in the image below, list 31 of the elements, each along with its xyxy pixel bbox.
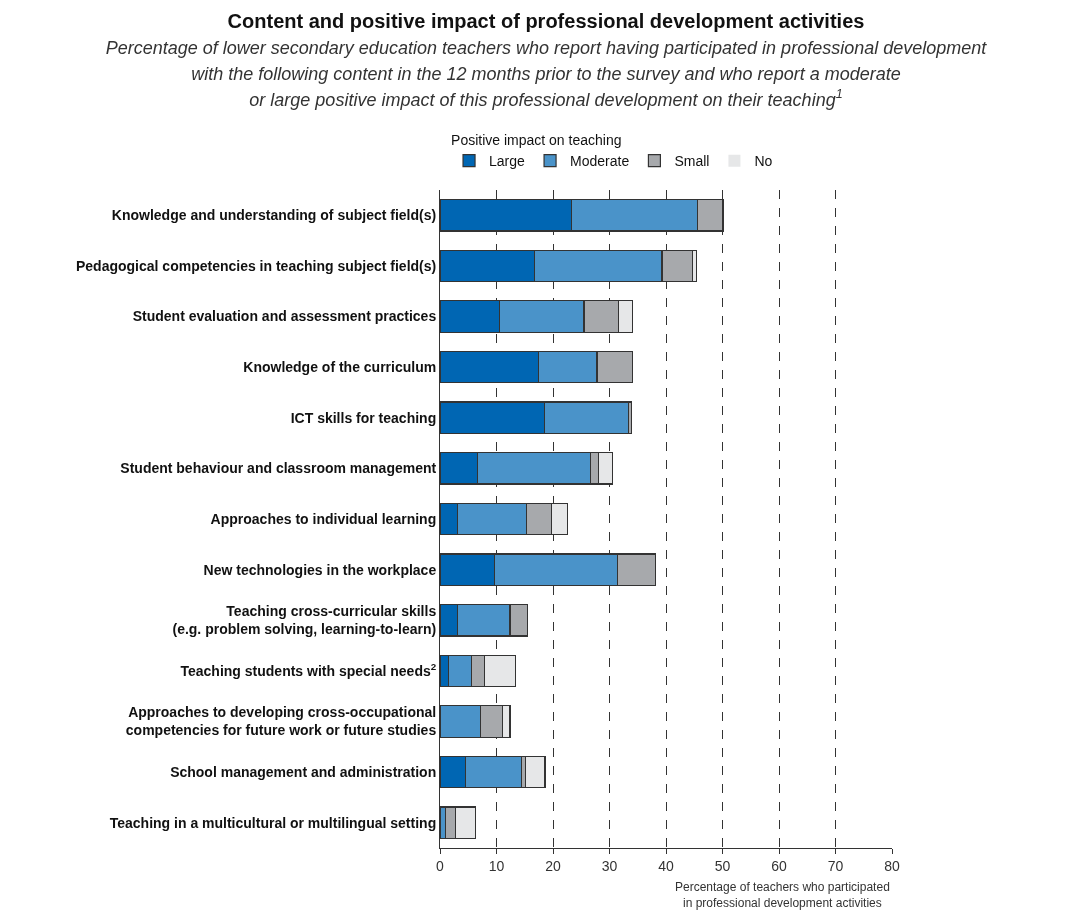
x-tick-label: 10 [488,857,505,874]
y-tick-label: Teaching cross-curricular skills (e.g. problem solving, learning-to-learn) [172,603,437,638]
y-tick-label: Teaching students with special needs$^{2}$ [180,660,437,679]
x-tick-label: 30 [601,857,618,874]
y-tick-label: Pedagogical competencies in teaching subject field(s) [76,257,437,274]
x-tick-label: 20 [545,857,561,874]
y-tick-label: Approaches to developing cross-occupational competencies for future work or future studies [125,704,437,739]
y-tick-label: Knowledge and understanding of subject field(s) [111,207,437,224]
x-tick-label: 40 [658,857,674,874]
legend-title: Positive impact on teaching [451,132,622,149]
y-tick-label: School management and administration [170,763,437,780]
chart-subtitle: Percentage of lower secondary education teachers who report having participated in professional development with the following content in the 12 months prior to the survey and who report a moderate or large positive impact of this professional development on their teaching$^{1}$ [105,37,988,110]
y-tick-label: New technologies in the workplace [203,561,437,578]
y-tick-label: Teaching in a multicultural or multilingual setting [109,814,437,831]
legend-label: No [754,153,773,170]
legend-label: Moderate [570,153,630,170]
y-tick-label: Student evaluation and assessment practices [132,308,437,325]
x-axis-title: Percentage of teachers who participated in professional development activities [675,880,890,910]
x-tick-label: 0 [436,857,445,874]
chart-title: Content and positive impact of professional development activities [227,9,865,32]
x-tick-label: 80 [884,857,900,874]
x-tick-label: 70 [827,857,844,874]
bar [524,755,546,789]
legend-label: Small [674,153,710,170]
x-tick-label: 50 [714,857,731,874]
legend-label: Large [489,153,526,170]
x-tick-label: 60 [771,857,787,874]
y-tick-label: Approaches to individual learning [210,510,437,527]
y-tick-label: Student behaviour and classroom management [120,460,437,477]
y-tick-label: ICT skills for teaching [290,409,437,426]
y-tick-label: Knowledge of the curriculum [243,359,437,376]
